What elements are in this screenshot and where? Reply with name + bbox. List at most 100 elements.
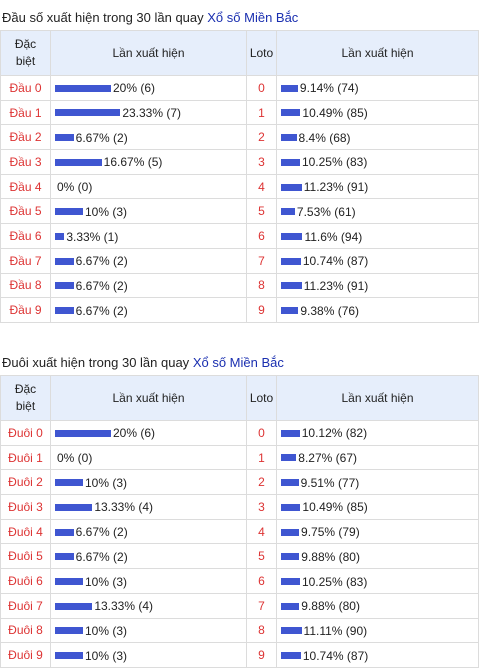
col-header-loto: Loto — [246, 30, 277, 76]
loto-count-value: 10.25% (83) — [301, 574, 368, 589]
table-row: Đuôi 7 13.33% (4) 7 9.88% (80) — [0, 592, 479, 619]
row-label: Đuôi 5 — [0, 543, 51, 570]
row-label: Đầu 3 — [0, 149, 51, 175]
loto-frequency-bar — [281, 602, 300, 610]
loto-digit: 5 — [246, 543, 277, 570]
loto-count-cell: 10.12% (82) — [276, 420, 479, 446]
head-title-text: Đầu số xuất hiện trong 30 lần quay — [2, 10, 204, 25]
special-count-value: 10% (3) — [85, 648, 128, 663]
table-row: Đầu 9 6.67% (2) 9 9.38% (76) — [0, 297, 479, 323]
loto-count-cell: 10.25% (83) — [276, 149, 479, 175]
row-label: Đầu 7 — [0, 247, 51, 274]
table-row: Đuôi 2 10% (3) 2 9.51% (77) — [0, 469, 479, 496]
table-row: Đầu 6 3.33% (1) 6 11.6% (94) — [0, 223, 479, 249]
loto-count-value: 11.6% (94) — [304, 229, 363, 244]
table-row: Đuôi 4 6.67% (2) 4 9.75% (79) — [0, 518, 479, 545]
table-row: Đuôi 1 0% (0) 1 8.27% (67) — [0, 444, 479, 471]
loto-frequency-bar — [281, 84, 298, 92]
loto-frequency-bar — [281, 232, 303, 240]
loto-digit: 4 — [246, 518, 277, 545]
special-count-value: 13.33% (4) — [94, 599, 154, 614]
row-label: Đầu 1 — [0, 99, 51, 126]
loto-count-value: 9.88% (80) — [301, 599, 360, 614]
table-row: Đuôi 5 6.67% (2) 5 9.88% (80) — [0, 543, 479, 570]
loto-count-value: 9.51% (77) — [300, 475, 360, 490]
row-label: Đầu 8 — [0, 272, 51, 299]
row-label: Đầu 2 — [0, 124, 51, 151]
loto-count-cell: 8.27% (67) — [276, 444, 479, 471]
table-row: Đuôi 3 13.33% (4) 3 10.49% (85) — [0, 494, 479, 520]
tail-title-link[interactable]: Xổ số Miền Bắc — [192, 355, 284, 370]
table-row: Đuôi 8 10% (3) 8 11.11% (90) — [0, 617, 479, 644]
loto-digit: 3 — [246, 494, 277, 520]
loto-digit: 8 — [246, 617, 277, 644]
row-label: Đuôi 3 — [0, 494, 51, 520]
loto-frequency-bar — [281, 183, 302, 191]
special-count-value: 16.67% (5) — [103, 155, 163, 170]
col-header-count: Lần xuất hiện — [276, 30, 479, 76]
special-count-value: 20% (6) — [113, 426, 156, 441]
special-count-cell: 0% (0) — [50, 173, 247, 200]
special-frequency-bar — [55, 627, 83, 635]
special-count-value: 6.67% (2) — [75, 130, 128, 145]
special-count-cell: 6.67% (2) — [50, 272, 247, 299]
loto-count-value: 11.23% (91) — [303, 278, 369, 293]
col-header-special: Đặc biệt — [0, 30, 51, 76]
loto-frequency-bar — [281, 503, 301, 511]
loto-count-value: 7.53% (61) — [296, 204, 356, 219]
loto-frequency-bar — [281, 627, 302, 635]
special-count-value: 20% (6) — [113, 81, 156, 96]
loto-digit: 4 — [246, 173, 277, 200]
loto-count-cell: 11.11% (90) — [276, 617, 479, 644]
table-row: Đuôi 6 10% (3) 6 10.25% (83) — [0, 568, 479, 594]
special-frequency-bar — [55, 208, 83, 216]
special-frequency-bar — [55, 109, 121, 117]
table-row: Đầu 4 0% (0) 4 11.23% (91) — [0, 173, 479, 200]
special-count-cell: 3.33% (1) — [50, 223, 247, 249]
loto-count-value: 10.12% (82) — [301, 426, 368, 441]
table-row: Đầu 8 6.67% (2) 8 11.23% (91) — [0, 272, 479, 299]
row-label: Đầu 9 — [0, 297, 51, 323]
special-frequency-bar — [55, 282, 74, 290]
table-row: Đầu 7 6.67% (2) 7 10.74% (87) — [0, 247, 479, 274]
loto-frequency-bar — [281, 553, 300, 561]
row-label: Đuôi 0 — [0, 420, 51, 446]
special-count-value: 10% (3) — [85, 475, 128, 490]
special-frequency-bar — [55, 158, 102, 166]
loto-count-cell: 9.14% (74) — [276, 75, 479, 101]
table-row: Đầu 1 23.33% (7) 1 10.49% (85) — [0, 99, 479, 126]
col-header-count: Lần xuất hiện — [50, 30, 247, 76]
loto-frequency-bar — [281, 158, 300, 166]
head-title-link[interactable]: Xổ số Miền Bắc — [207, 10, 299, 25]
loto-frequency-bar — [281, 257, 301, 265]
row-label: Đuôi 4 — [0, 518, 51, 545]
special-count-cell: 13.33% (4) — [50, 494, 247, 520]
loto-count-value: 10.49% (85) — [302, 500, 368, 515]
loto-count-cell: 10.74% (87) — [276, 247, 479, 274]
row-label: Đuôi 7 — [0, 592, 51, 619]
special-count-value: 10% (3) — [85, 574, 128, 589]
loto-digit: 1 — [246, 99, 277, 126]
tail-section-title: Đuôi xuất hiện trong 30 lần quay Xổ số M… — [0, 351, 480, 375]
loto-count-cell: 9.88% (80) — [276, 592, 479, 619]
head-statistics-table: Đặc biệt Lần xuất hiện Loto Lần xuất hiệ… — [0, 30, 479, 323]
tail-title-text: Đuôi xuất hiện trong 30 lần quay — [2, 355, 190, 370]
loto-count-cell: 9.38% (76) — [276, 297, 479, 323]
loto-count-value: 10.74% (87) — [302, 648, 369, 663]
loto-count-cell: 7.53% (61) — [276, 198, 479, 225]
loto-digit: 1 — [246, 444, 277, 471]
loto-frequency-bar — [281, 577, 300, 585]
special-count-cell: 16.67% (5) — [50, 149, 247, 175]
special-count-cell: 0% (0) — [50, 444, 247, 471]
table-row: Đầu 3 16.67% (5) 3 10.25% (83) — [0, 149, 479, 175]
loto-count-value: 10.49% (85) — [302, 105, 368, 120]
special-count-value: 23.33% (7) — [122, 105, 182, 120]
special-count-cell: 6.67% (2) — [50, 297, 247, 323]
table-row: Đuôi 0 20% (6) 0 10.12% (82) — [0, 420, 479, 446]
special-frequency-bar — [55, 553, 74, 561]
special-count-value: 6.67% (2) — [75, 303, 128, 318]
special-frequency-bar — [55, 306, 74, 314]
special-frequency-bar — [55, 503, 93, 511]
special-count-cell: 20% (6) — [50, 75, 247, 101]
special-count-value: 6.67% (2) — [75, 525, 128, 539]
